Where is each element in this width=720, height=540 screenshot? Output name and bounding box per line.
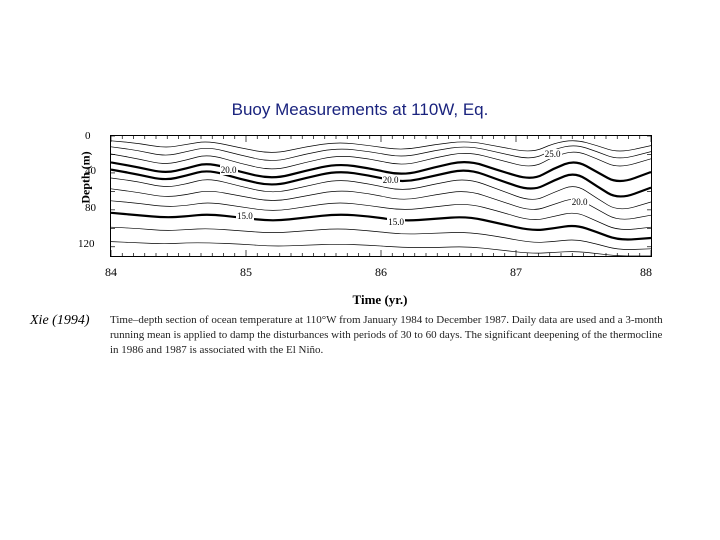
contour-line (111, 213, 651, 240)
y-axis-label: Depth (m) (79, 151, 94, 203)
y-tick-80: 80 (85, 202, 96, 214)
x-tick-87: 87 (510, 265, 522, 280)
contour-label: 15.0 (236, 211, 254, 221)
contour-label: 20.0 (571, 197, 589, 207)
plot-area: 20.0 20.0 25.0 20.0 15.0 15.0 (110, 135, 652, 257)
y-tick-120: 120 (78, 238, 95, 250)
x-tick-84: 84 (105, 265, 117, 280)
x-axis-label: Time (yr.) (80, 292, 680, 308)
x-tick-88: 88 (640, 265, 652, 280)
y-tick-0: 0 (85, 130, 91, 142)
contour-label: 20.0 (220, 165, 238, 175)
plot-container: Depth (m) 0 40 80 120 20.0 20.0 25.0 20.0 15… (80, 130, 660, 275)
contour-label: 20.0 (382, 175, 400, 185)
contour-plot (111, 136, 651, 256)
y-tick-40: 40 (85, 165, 96, 177)
contour-label: 25.0 (544, 149, 562, 159)
chart-title: Buoy Measurements at 110W, Eq. (0, 100, 720, 120)
figure-caption: Time–depth section of ocean temperature … (110, 313, 670, 358)
contour-label: 15.0 (387, 217, 405, 227)
x-tick-85: 85 (240, 265, 252, 280)
x-tick-86: 86 (375, 265, 387, 280)
citation: Xie (1994) (30, 313, 89, 329)
